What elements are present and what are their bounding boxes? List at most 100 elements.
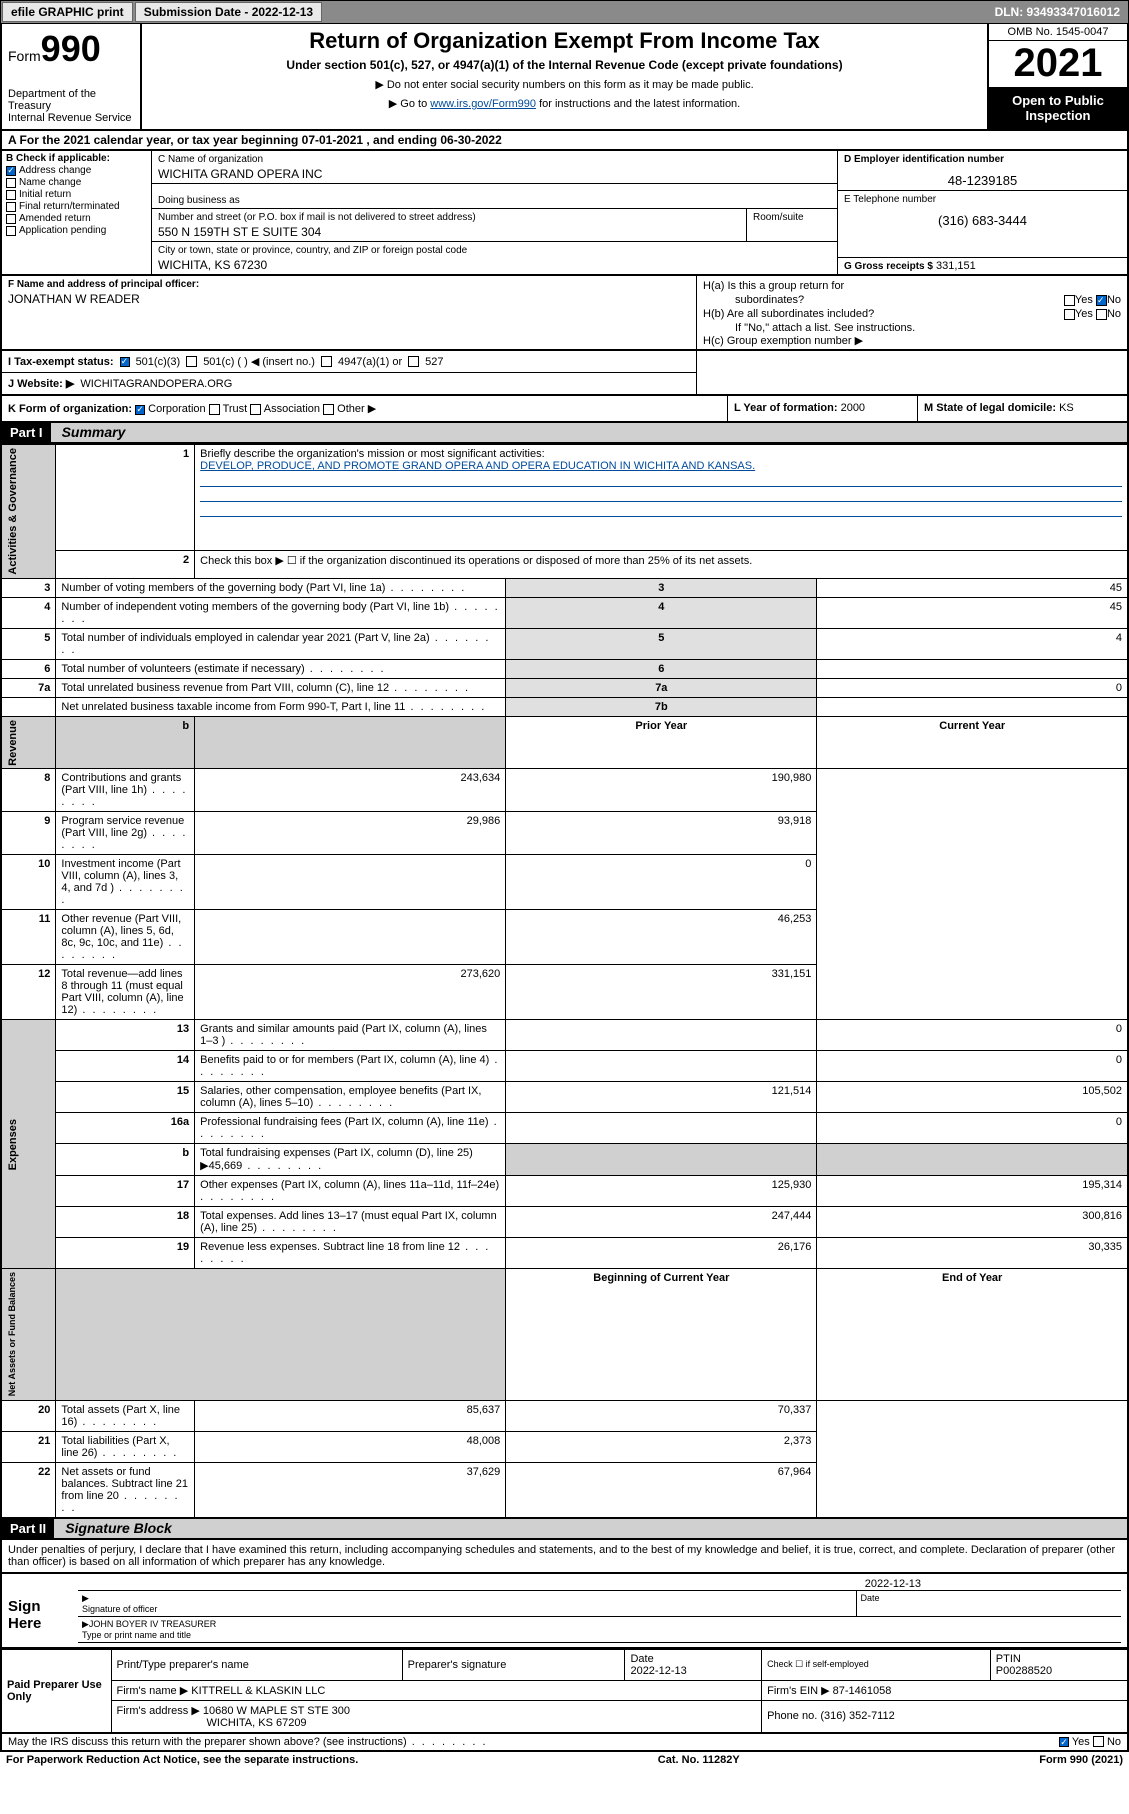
- firm-addr: 10680 W MAPLE ST STE 300: [203, 1705, 350, 1717]
- city-value: WICHITA, KS 67230: [158, 258, 831, 272]
- ha-text: H(a) Is this a group return for: [703, 280, 844, 292]
- table-row: 14Benefits paid to or for members (Part …: [1, 1051, 1128, 1082]
- table-row: 18Total expenses. Add lines 13–17 (must …: [1, 1207, 1128, 1238]
- row-a-tax-year: A For the 2021 calendar year, or tax yea…: [0, 131, 1129, 151]
- table-row: 5Total number of individuals employed in…: [1, 628, 1128, 659]
- opt-corp: Corporation: [148, 403, 205, 415]
- preparer-sig-label: Preparer's signature: [402, 1649, 625, 1680]
- discuss-text: May the IRS discuss this return with the…: [8, 1736, 488, 1748]
- firm-ein: 87-1461058: [833, 1685, 892, 1697]
- city-label: City or town, state or province, country…: [158, 245, 467, 256]
- sig-name-label: Type or print name and title: [82, 1630, 191, 1640]
- applicable-checkbox[interactable]: [6, 190, 16, 200]
- m-label: M State of legal domicile:: [924, 402, 1056, 414]
- department-text: Department of the Treasury Internal Reve…: [8, 88, 134, 124]
- discuss-row: May the IRS discuss this return with the…: [0, 1734, 1129, 1752]
- corp-checkbox[interactable]: ✓: [135, 405, 145, 415]
- applicable-checkbox[interactable]: [6, 226, 16, 236]
- phone-label: Phone no.: [767, 1710, 817, 1722]
- section-f: F Name and address of principal officer:…: [2, 276, 697, 349]
- part2-title: Signature Block: [57, 1518, 180, 1538]
- table-row: 21Total liabilities (Part X, line 26)48,…: [1, 1431, 1128, 1462]
- other-checkbox[interactable]: [323, 404, 334, 415]
- street-value: 550 N 159TH ST E SUITE 304: [158, 225, 740, 239]
- mission-text: DEVELOP, PRODUCE, AND PROMOTE GRAND OPER…: [200, 460, 755, 472]
- ha-yes-checkbox[interactable]: [1064, 295, 1075, 306]
- section-k: K Form of organization: ✓ Corporation Tr…: [2, 396, 727, 421]
- website-value: WICHITAGRANDOPERA.ORG: [80, 378, 232, 390]
- section-c: C Name of organization WICHITA GRAND OPE…: [152, 151, 837, 274]
- officer-name: JONATHAN W READER: [8, 292, 690, 306]
- section-fh: F Name and address of principal officer:…: [0, 276, 1129, 351]
- table-row: 8Contributions and grants (Part VIII, li…: [1, 769, 1128, 812]
- ha-no-checkbox[interactable]: ✓: [1096, 295, 1107, 306]
- section-klm: K Form of organization: ✓ Corporation Tr…: [0, 396, 1129, 423]
- table-row: Net unrelated business taxable income fr…: [1, 697, 1128, 716]
- 4947-checkbox[interactable]: [321, 356, 332, 367]
- discuss-yes-checkbox[interactable]: ✓: [1059, 1737, 1069, 1747]
- section-l: L Year of formation: 2000: [727, 396, 917, 421]
- opt-501c3: 501(c)(3): [136, 356, 181, 368]
- table-row: 10Investment income (Part VIII, column (…: [1, 855, 1128, 910]
- table-row: Expenses13Grants and similar amounts pai…: [1, 1020, 1128, 1051]
- hdr-begin: Beginning of Current Year: [506, 1269, 817, 1400]
- irs-link[interactable]: www.irs.gov/Form990: [430, 98, 536, 110]
- trust-checkbox[interactable]: [209, 404, 220, 415]
- gross-value: 331,151: [936, 260, 976, 272]
- paid-preparer-table: Paid Preparer Use Only Print/Type prepar…: [0, 1649, 1129, 1734]
- side-activities: Activities & Governance: [7, 448, 19, 575]
- hb-no-checkbox[interactable]: [1096, 309, 1107, 320]
- hdr-prior: Prior Year: [506, 716, 817, 769]
- 527-checkbox[interactable]: [408, 356, 419, 367]
- hb-yes-checkbox[interactable]: [1064, 309, 1075, 320]
- opt-trust: Trust: [223, 403, 248, 415]
- sig-name-title: JOHN BOYER IV TREASURER: [89, 1619, 216, 1629]
- open-inspection: Open to Public Inspection: [989, 87, 1127, 129]
- form-title: Return of Organization Exempt From Incom…: [150, 28, 979, 54]
- 501c3-checkbox[interactable]: ✓: [120, 357, 130, 367]
- l-label: L Year of formation:: [734, 402, 838, 414]
- hdr-current: Current Year: [817, 716, 1128, 769]
- opt-other: Other ▶: [337, 403, 376, 415]
- efile-button[interactable]: efile GRAPHIC print: [2, 2, 133, 22]
- j-label: J Website: ▶: [8, 377, 74, 390]
- applicable-checkbox[interactable]: [6, 202, 16, 212]
- table-row: 3Number of voting members of the governi…: [1, 578, 1128, 597]
- applicable-checkbox[interactable]: ✓: [6, 166, 16, 176]
- table-row: 22Net assets or fund balances. Subtract …: [1, 1462, 1128, 1518]
- i-label: I Tax-exempt status:: [8, 356, 114, 368]
- section-h: H(a) Is this a group return for subordin…: [697, 276, 1127, 349]
- line2-text: Check this box ▶ ☐ if the organization d…: [195, 550, 1128, 578]
- 501c-checkbox[interactable]: [186, 356, 197, 367]
- ha2-text: subordinates?: [703, 294, 804, 306]
- sign-here-label: Sign Here: [8, 1578, 78, 1643]
- paid-label: Paid Preparer Use Only: [1, 1649, 111, 1733]
- firm-ein-label: Firm's EIN ▶: [767, 1685, 830, 1697]
- part2-bar: Part II Signature Block: [0, 1519, 1129, 1540]
- checkbox-label: Final return/terminated: [19, 201, 120, 212]
- ha-no: No: [1107, 294, 1121, 306]
- checkbox-row: Initial return: [6, 189, 147, 200]
- tax-year: 2021: [989, 41, 1127, 87]
- self-employed-label: Check ☐ if self-employed: [762, 1649, 991, 1680]
- section-m: M State of legal domicile: KS: [917, 396, 1127, 421]
- table-row: 16aProfessional fundraising fees (Part I…: [1, 1113, 1128, 1144]
- applicable-checkbox[interactable]: [6, 214, 16, 224]
- toolbar: efile GRAPHIC print Submission Date - 20…: [0, 0, 1129, 24]
- side-revenue: Revenue: [7, 720, 19, 766]
- table-row: 20Total assets (Part X, line 16)85,63770…: [1, 1400, 1128, 1431]
- date-label: Date: [861, 1593, 880, 1603]
- ein-label: D Employer identification number: [844, 154, 1004, 165]
- applicable-checkbox[interactable]: [6, 178, 16, 188]
- l-value: 2000: [841, 402, 865, 414]
- hb-note: If "No," attach a list. See instructions…: [703, 322, 1121, 334]
- submission-date-button[interactable]: Submission Date - 2022-12-13: [135, 2, 322, 22]
- section-ij: I Tax-exempt status: ✓501(c)(3) 501(c) (…: [0, 351, 1129, 396]
- discuss-no-checkbox[interactable]: [1093, 1736, 1104, 1747]
- assoc-checkbox[interactable]: [250, 404, 261, 415]
- checkbox-row: Amended return: [6, 213, 147, 224]
- firm-name: KITTRELL & KLASKIN LLC: [191, 1685, 325, 1697]
- form-label: Form: [8, 48, 41, 64]
- c-name-label: C Name of organization: [158, 154, 263, 165]
- note-ssn: ▶ Do not enter social security numbers o…: [150, 78, 979, 91]
